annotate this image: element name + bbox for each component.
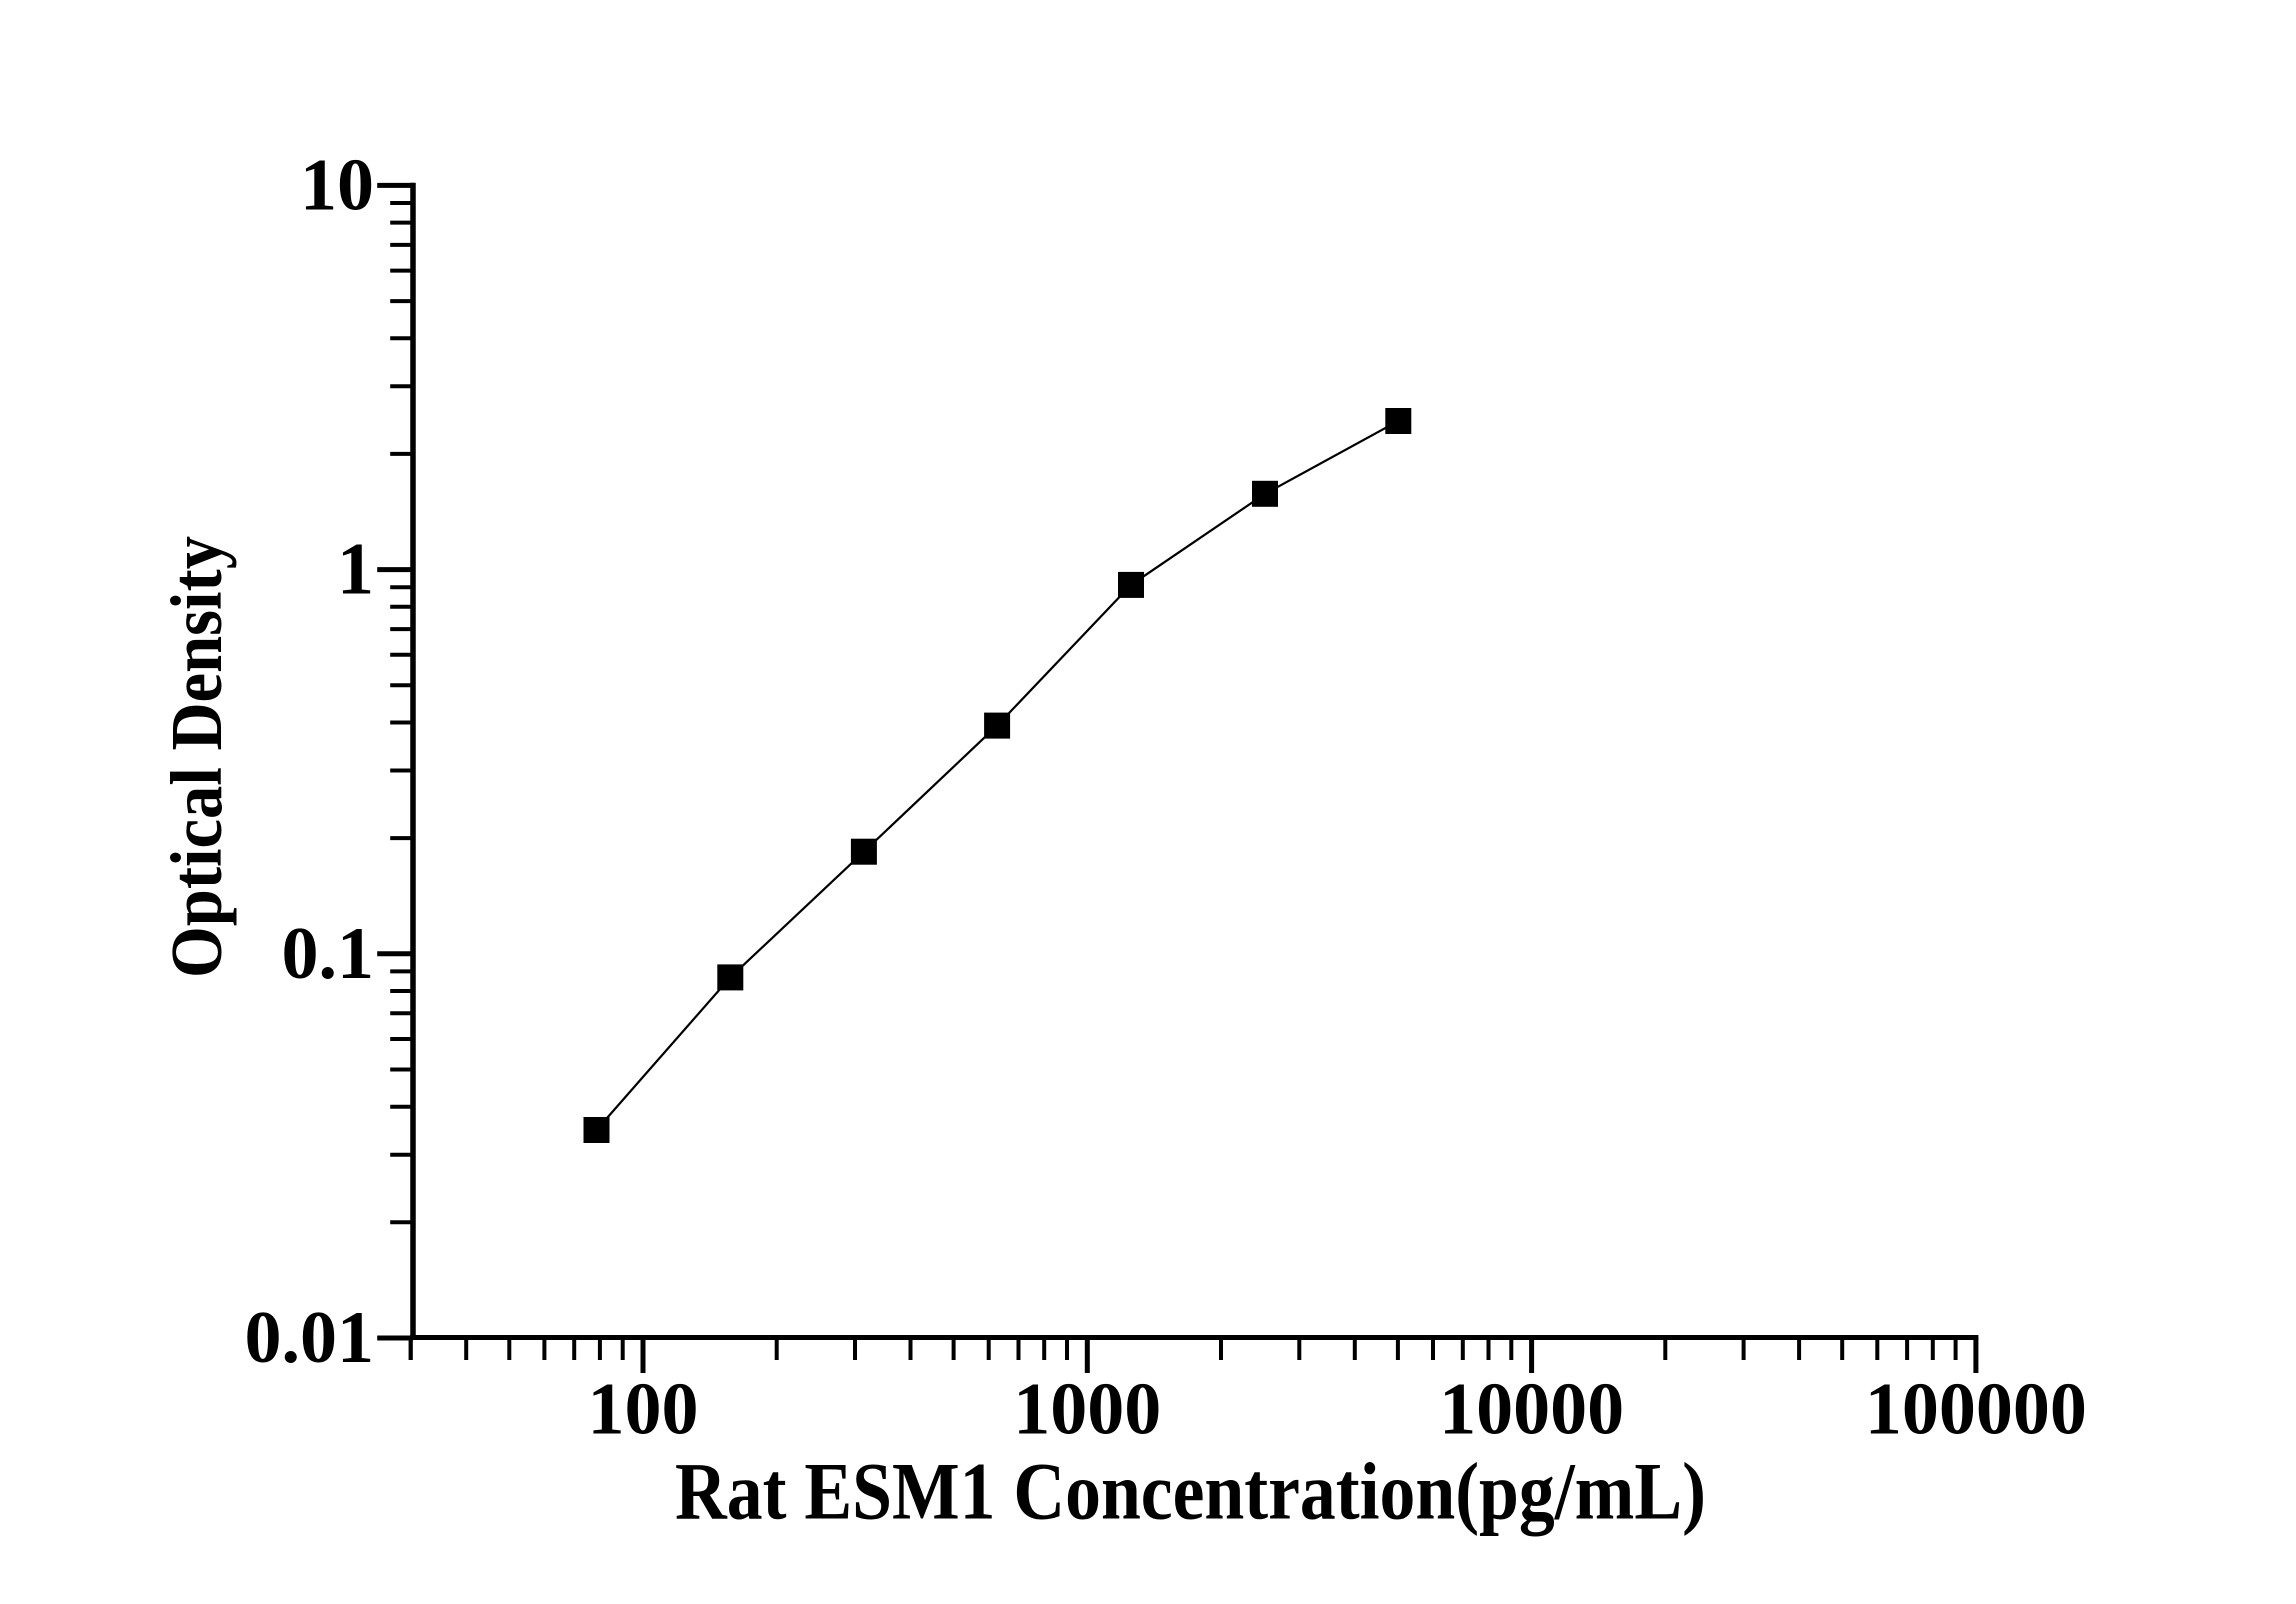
svg-text:0.01: 0.01: [245, 1297, 375, 1379]
svg-text:10000: 10000: [1439, 1369, 1624, 1451]
svg-text:100: 100: [588, 1369, 699, 1451]
svg-text:10: 10: [300, 145, 374, 227]
svg-text:Rat ESM1 Concentration(pg/mL): Rat ESM1 Concentration(pg/mL): [675, 1446, 1706, 1537]
svg-text:100000: 100000: [1865, 1369, 2087, 1451]
svg-text:1: 1: [337, 529, 374, 611]
svg-text:Optical Density: Optical Density: [156, 536, 237, 978]
svg-text:1000: 1000: [1013, 1369, 1161, 1451]
svg-text:0.1: 0.1: [282, 913, 375, 995]
